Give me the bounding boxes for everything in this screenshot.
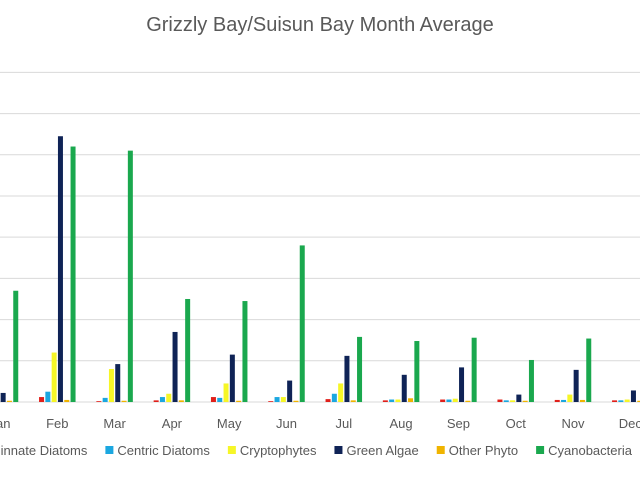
bar-green-algae-jan (0, 392, 6, 402)
bar-pinnate-diatoms-dec (612, 400, 618, 402)
bar-cyanobacteria-apr (185, 298, 191, 402)
x-tick-label: Jun (276, 416, 297, 431)
bar-centric-diatoms-oct (503, 400, 509, 402)
bar-other-phyto-jan (6, 400, 12, 402)
bar-centric-diatoms-sep (446, 399, 452, 402)
bar-cyanobacteria-oct (528, 359, 534, 402)
x-tick-label: Feb (46, 416, 68, 431)
bar-green-algae-dec (630, 390, 636, 402)
legend-swatch (436, 446, 445, 454)
bar-other-phyto-aug (408, 398, 414, 402)
x-tick-label: Apr (162, 416, 183, 431)
legend-entry: Pinnate Diatoms (0, 443, 88, 458)
bar-pinnate-diatoms-feb (39, 397, 45, 402)
bar-other-phyto-mar (121, 400, 127, 402)
bar-cyanobacteria-jan (13, 290, 19, 402)
bar-pinnate-diatoms-jul (325, 399, 331, 402)
bar-cyanobacteria-sep (471, 337, 477, 402)
bar-pinnate-diatoms-may (210, 397, 216, 402)
bar-cryptophytes-nov (567, 394, 573, 402)
bar-green-algae-jul (344, 355, 350, 402)
bar-other-phyto-sep (465, 400, 471, 402)
bar-cyanobacteria-may (242, 301, 248, 402)
bar-cryptophytes-jul (338, 383, 344, 402)
bar-centric-diatoms-nov (561, 399, 567, 402)
bar-centric-diatoms-dec (618, 400, 624, 402)
bar-other-phyto-oct (522, 400, 528, 402)
legend-swatch (227, 446, 236, 454)
legend-entry: Green Algae (346, 443, 418, 458)
legend-entry: Cryptophytes (240, 443, 317, 458)
bar-cryptophytes-aug (395, 399, 401, 402)
bar-pinnate-diatoms-aug (382, 400, 388, 402)
x-tick-label: Jul (335, 416, 352, 431)
bar-cryptophytes-feb (51, 352, 57, 402)
bar-green-algae-sep (459, 367, 465, 402)
bar-other-phyto-dec (637, 400, 640, 402)
bar-other-phyto-apr (178, 400, 184, 402)
bar-centric-diatoms-mar (102, 397, 108, 402)
bar-other-phyto-jun (293, 400, 299, 402)
bar-other-phyto-nov (579, 399, 585, 402)
bar-green-algae-may (229, 354, 235, 402)
bar-cyanobacteria-nov (586, 338, 592, 402)
x-tick-label: Dec (619, 416, 640, 431)
bar-cryptophytes-mar (108, 369, 114, 402)
bar-centric-diatoms-jul (331, 393, 337, 402)
bar-cyanobacteria-jun (299, 245, 305, 402)
bar-green-algae-feb (57, 136, 63, 402)
bar-pinnate-diatoms-apr (153, 400, 159, 402)
legend-entry: Centric Diatoms (117, 443, 210, 458)
bar-green-algae-jun (287, 380, 293, 402)
bar-pinnate-diatoms-oct (497, 399, 503, 402)
bar-pinnate-diatoms-mar (96, 401, 102, 402)
x-tick-label: Sep (447, 416, 470, 431)
bar-green-algae-nov (573, 369, 579, 402)
x-tick-label: Jan (0, 416, 10, 431)
legend-entry: Other Phyto (449, 443, 518, 458)
x-tick-label: Nov (561, 416, 585, 431)
legend-swatch (536, 446, 545, 454)
bar-centric-diatoms-feb (45, 391, 51, 402)
bar-cryptophytes-jun (280, 397, 286, 402)
bar-pinnate-diatoms-sep (440, 399, 446, 402)
x-tick-label: Aug (390, 416, 413, 431)
bar-cyanobacteria-mar (127, 150, 133, 402)
bar-other-phyto-jul (350, 400, 356, 402)
bar-green-algae-aug (401, 374, 407, 402)
bar-cyanobacteria-aug (414, 341, 420, 402)
bar-cryptophytes-dec (624, 399, 630, 402)
x-tick-label: Mar (103, 416, 126, 431)
bar-centric-diatoms-aug (389, 399, 395, 402)
bar-green-algae-oct (516, 394, 522, 402)
bar-centric-diatoms-jun (274, 397, 280, 402)
bar-green-algae-apr (172, 331, 178, 402)
x-tick-label: May (217, 416, 242, 431)
bar-pinnate-diatoms-jun (268, 401, 274, 402)
bar-pinnate-diatoms-nov (554, 399, 560, 402)
bar-green-algae-mar (115, 364, 121, 402)
bar-cryptophytes-apr (166, 393, 172, 402)
legend-swatch (105, 446, 114, 454)
chart-title: Grizzly Bay/Suisun Bay Month Average (146, 14, 494, 36)
legend-swatch (334, 446, 343, 454)
x-tick-label: Oct (506, 416, 527, 431)
bar-cyanobacteria-feb (70, 146, 76, 402)
bar-centric-diatoms-apr (159, 397, 165, 402)
bar-centric-diatoms-may (217, 397, 223, 402)
bar-cryptophytes-may (223, 383, 229, 402)
bar-cyanobacteria-jul (357, 336, 363, 402)
bar-other-phyto-feb (64, 399, 70, 402)
legend-entry: Cyanobacteria (548, 443, 633, 458)
bar-cryptophytes-oct (510, 400, 516, 402)
bar-other-phyto-may (236, 400, 242, 402)
bar-cryptophytes-sep (452, 398, 458, 402)
